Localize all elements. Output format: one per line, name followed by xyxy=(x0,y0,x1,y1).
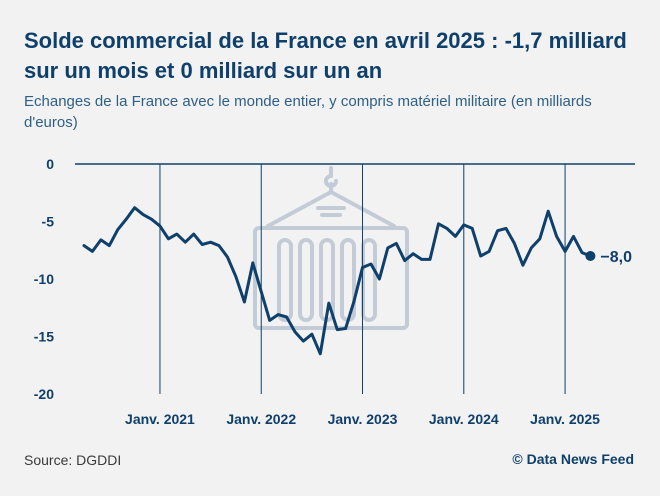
gridlines xyxy=(75,163,635,394)
x-tick-label: Janv. 2021 xyxy=(125,411,195,427)
y-tick-label: 0 xyxy=(46,156,54,172)
last-point-marker xyxy=(585,251,596,261)
x-tick-label: Janv. 2023 xyxy=(328,411,398,427)
x-tick-label: Janv. 2022 xyxy=(226,411,296,427)
x-tick-label: Janv. 2024 xyxy=(429,411,499,427)
last-value-label: −8,0 xyxy=(600,249,632,266)
y-tick-label: -20 xyxy=(34,386,54,402)
chart-subtitle: Echanges de la France avec le monde enti… xyxy=(24,93,592,131)
y-axis-labels: 0 -5 -10 -15 -20 xyxy=(34,156,54,402)
crane-container-icon xyxy=(253,166,409,330)
y-tick-label: -10 xyxy=(34,271,54,287)
x-tick-label: Janv. 2025 xyxy=(530,411,600,427)
series-group xyxy=(82,206,592,356)
source-note: Source: DGDDI xyxy=(24,452,122,468)
credit-note: © Data News Feed xyxy=(512,451,634,467)
annotation-group: −8,0 xyxy=(585,249,632,266)
chart-title: Solde commercial de la France en avril 2… xyxy=(24,28,627,83)
x-axis-labels: Janv. 2021 Janv. 2022 Janv. 2023 Janv. 2024… xyxy=(125,411,600,427)
y-tick-label: -5 xyxy=(42,214,55,230)
series-line xyxy=(82,206,592,356)
y-tick-label: -15 xyxy=(34,329,54,345)
